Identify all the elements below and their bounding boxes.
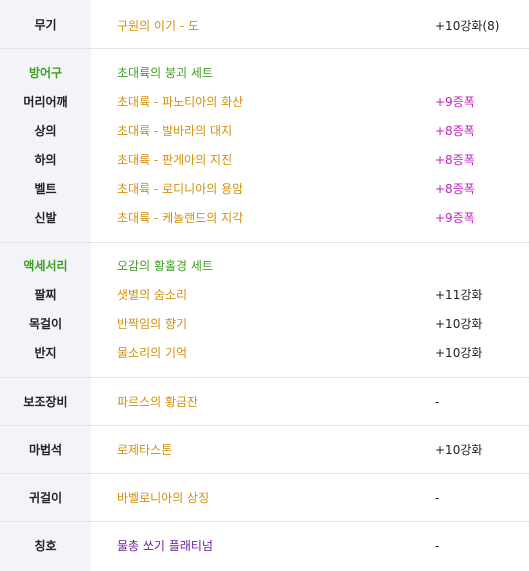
item-helmet[interactable]: 초대륙 - 파노티아의 화산 [117, 95, 244, 109]
label-column [0, 0, 91, 571]
value-helmet: +9증폭 [435, 95, 475, 109]
value-magicstone: +10강화 [435, 443, 483, 457]
item-top[interactable]: 초대륙 - 발바라의 대지 [117, 124, 233, 138]
label-ring: 반지 [34, 346, 57, 360]
label-shoes: 신발 [34, 211, 57, 225]
value-necklace: +10강화 [435, 317, 483, 331]
label-weapon: 무기 [34, 18, 57, 32]
label-support: 보조장비 [23, 395, 68, 409]
divider [0, 425, 529, 426]
divider [0, 521, 529, 522]
divider [0, 48, 529, 49]
value-weapon: +10강화(8) [435, 19, 500, 33]
label-helmet: 머리어깨 [23, 95, 68, 109]
item-shoes[interactable]: 초대륙 - 케놀랜드의 지각 [117, 211, 244, 225]
item-ring[interactable]: 물소리의 기억 [117, 346, 188, 360]
value-bottom: +8증폭 [435, 153, 475, 167]
item-magicstone[interactable]: 로제타스톤 [117, 443, 173, 457]
label-title: 칭호 [34, 539, 57, 553]
label-earring: 귀걸이 [28, 491, 63, 505]
value-earring: - [435, 491, 440, 505]
value-ring: +10강화 [435, 346, 483, 360]
label-armor: 방어구 [28, 66, 63, 80]
item-weapon[interactable]: 구원의 이기 - 도 [117, 19, 200, 33]
divider [0, 242, 529, 243]
item-earring[interactable]: 바벨로니아의 상징 [117, 491, 210, 505]
item-belt[interactable]: 초대륙 - 로디니아의 용암 [117, 182, 244, 196]
set-accessories[interactable]: 오감의 황홀경 세트 [117, 259, 213, 273]
label-bracelet: 팔찌 [34, 288, 57, 302]
label-belt: 벨트 [34, 182, 57, 196]
divider [0, 377, 529, 378]
value-shoes: +9증폭 [435, 211, 475, 225]
value-bracelet: +11강화 [435, 288, 483, 302]
label-top: 상의 [34, 124, 57, 138]
item-title[interactable]: 물총 쏘기 플래티넘 [117, 539, 213, 553]
label-necklace: 목걸이 [28, 317, 63, 331]
item-necklace[interactable]: 반짝임의 향기 [117, 317, 188, 331]
value-top: +8증폭 [435, 124, 475, 138]
item-bracelet[interactable]: 샛별의 숨소리 [117, 288, 188, 302]
value-belt: +8증폭 [435, 182, 475, 196]
value-title: - [435, 539, 440, 553]
divider [0, 473, 529, 474]
label-bottom: 하의 [34, 153, 57, 167]
set-armor[interactable]: 초대륙의 붕괴 세트 [117, 66, 213, 80]
label-accessories: 액세서리 [23, 259, 68, 273]
label-magicstone: 마법석 [28, 443, 63, 457]
value-support: - [435, 395, 440, 409]
item-support[interactable]: 파르스의 황금잔 [117, 395, 199, 409]
item-bottom[interactable]: 초대륙 - 판게아의 지진 [117, 153, 233, 167]
